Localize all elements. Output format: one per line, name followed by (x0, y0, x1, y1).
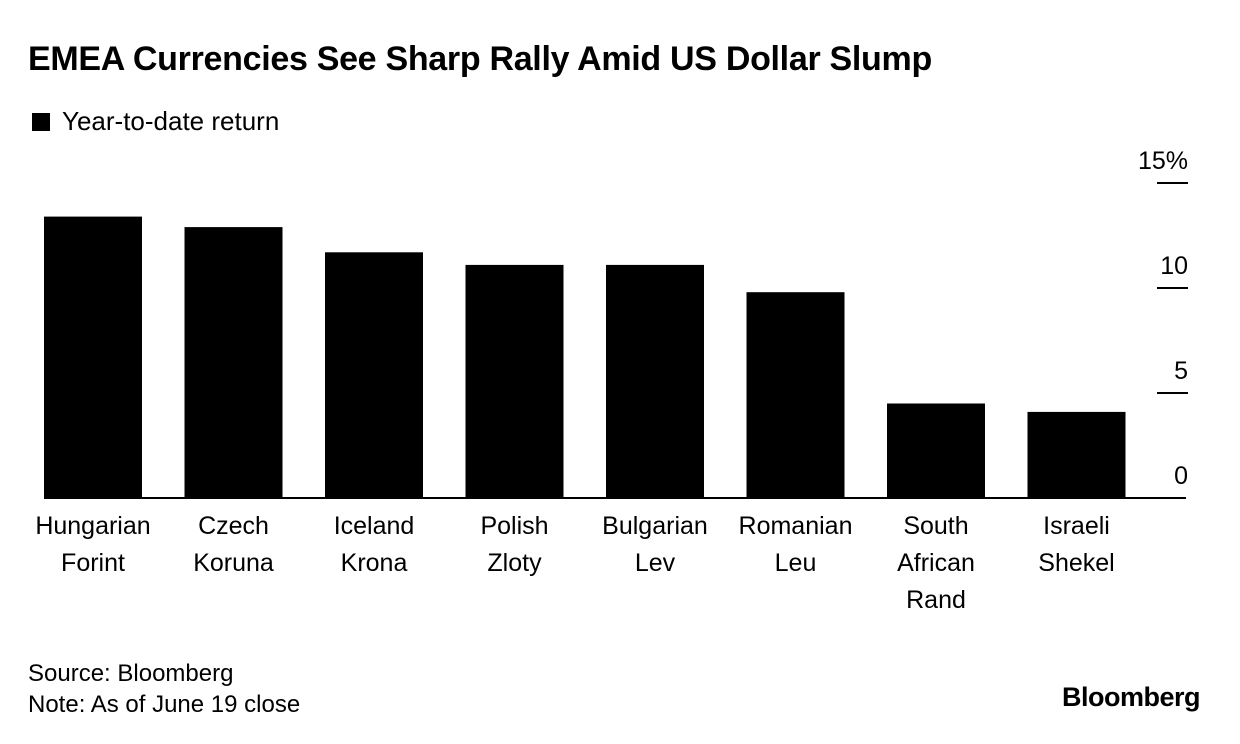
x-tick-label: Polish Zloty (480, 512, 548, 577)
bar (465, 264, 564, 498)
legend-label: Year-to-date return (62, 106, 280, 136)
source-text: Source: Bloomberg (28, 660, 234, 687)
bar (1027, 411, 1126, 498)
x-tick-label: Czech Koruna (193, 512, 274, 577)
note-text: Note: As of June 19 close (28, 691, 301, 718)
bar (746, 292, 845, 498)
bar (887, 403, 985, 498)
bar-chart: 0 5 10 15% Hungarian Forint Czech Koruna Iceland… (35, 147, 1188, 614)
bloomberg-logo: Bloomberg (1061, 682, 1201, 712)
y-tick-label: 0 (1174, 462, 1188, 490)
x-tick-label: Hungarian Forint (35, 512, 150, 577)
x-tick-label: Romanian Leu (739, 512, 853, 577)
bar (44, 216, 142, 498)
y-tick-label: 15% (1138, 147, 1188, 175)
x-tick-label: South African Rand (897, 512, 975, 614)
y-tick-label: 5 (1174, 357, 1188, 385)
chart-title: EMEA Currencies See Sharp Rally Amid US … (28, 40, 932, 78)
x-tick-label: Bulgarian Lev (602, 512, 708, 577)
bar (606, 264, 704, 498)
x-tick-label: Iceland Krona (334, 512, 415, 577)
x-tick-label: Israeli Shekel (1038, 512, 1114, 577)
source-note: Source: Bloomberg Note: As of June 19 cl… (28, 658, 300, 720)
legend-swatch (32, 112, 50, 131)
bar (184, 227, 283, 498)
bar (325, 252, 423, 498)
legend: Year-to-date return (32, 106, 279, 137)
y-tick-label: 10 (1160, 252, 1188, 280)
